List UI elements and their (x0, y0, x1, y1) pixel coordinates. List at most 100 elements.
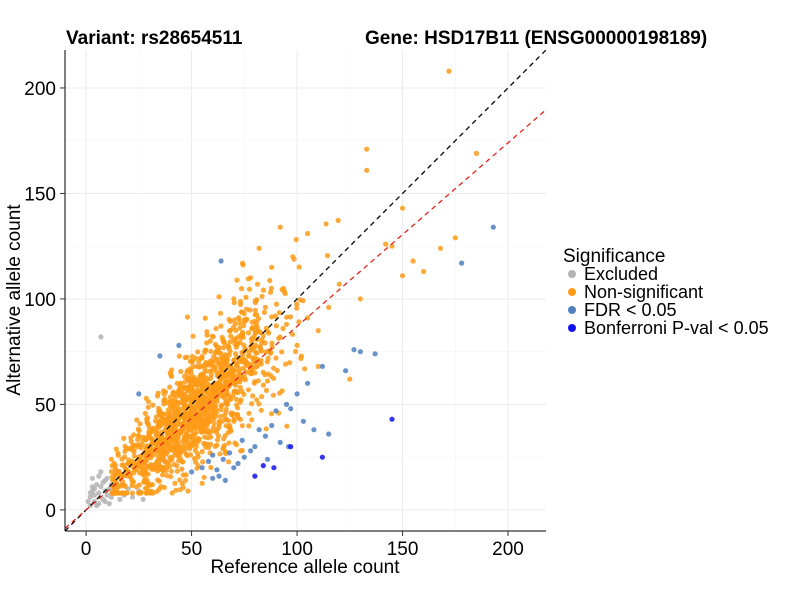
point-non-significant (294, 301, 300, 307)
point-non-significant (270, 392, 276, 398)
point-non-significant (165, 415, 171, 421)
point-non-significant (283, 361, 289, 367)
point-non-significant (178, 380, 184, 386)
point-non-significant (203, 359, 209, 366)
point-non-significant (246, 349, 252, 355)
point-non-significant (241, 323, 247, 329)
point-fdr-0-05 (210, 452, 216, 458)
point-non-significant (199, 371, 205, 377)
point-non-significant (240, 351, 246, 357)
point-non-significant (250, 393, 256, 399)
point-non-significant (143, 458, 150, 464)
point-non-significant (169, 398, 175, 404)
axes (64, 50, 546, 532)
point-fdr-0-05 (256, 427, 262, 433)
point-non-significant (174, 468, 180, 474)
point-non-significant (246, 410, 252, 416)
point-non-significant (182, 403, 188, 409)
point-non-significant (287, 360, 293, 366)
point-non-significant (154, 430, 160, 436)
point-non-significant (239, 388, 245, 394)
point-non-significant (290, 254, 296, 260)
point-fdr-0-05 (269, 422, 275, 429)
point-non-significant (259, 337, 265, 343)
point-bonferroni-p-val-0-05 (260, 463, 266, 469)
point-non-significant (208, 464, 214, 471)
point-excluded (98, 334, 104, 340)
point-non-significant (276, 310, 282, 316)
point-non-significant (364, 167, 370, 173)
point-non-significant (267, 289, 274, 295)
point-non-significant (201, 383, 207, 389)
point-excluded (85, 498, 91, 505)
point-non-significant (249, 319, 255, 325)
point-non-significant (143, 468, 149, 474)
point-non-significant (160, 388, 166, 394)
chart-title-gene: Gene: HSD17B11 (ENSG00000198189) (365, 28, 707, 49)
point-excluded (87, 494, 93, 500)
point-non-significant (185, 397, 191, 403)
point-non-significant (121, 473, 127, 479)
point-fdr-0-05 (300, 418, 306, 424)
point-non-significant (277, 390, 283, 396)
point-non-significant (195, 349, 201, 355)
point-fdr-0-05 (305, 380, 311, 386)
point-non-significant (271, 365, 277, 371)
point-non-significant (232, 321, 238, 327)
point-non-significant (249, 355, 256, 361)
point-non-significant (189, 433, 195, 439)
point-non-significant (253, 364, 259, 370)
point-excluded (89, 484, 95, 490)
point-bonferroni-p-val-0-05 (252, 473, 258, 479)
point-non-significant (195, 401, 201, 408)
point-non-significant (135, 426, 141, 432)
point-non-significant (226, 352, 232, 358)
point-non-significant (252, 298, 258, 304)
point-non-significant (121, 435, 127, 441)
point-non-significant (238, 448, 244, 454)
point-non-significant (157, 464, 163, 470)
legend-key-excluded (568, 270, 576, 278)
point-non-significant (219, 402, 225, 408)
point-non-significant (195, 397, 202, 403)
point-fdr-0-05 (459, 260, 465, 266)
point-non-significant (169, 490, 175, 496)
point-fdr-0-05 (239, 437, 245, 443)
point-non-significant (239, 330, 245, 336)
point-non-significant (243, 361, 249, 367)
x-tick-label: 50 (181, 539, 202, 560)
point-non-significant (159, 416, 165, 422)
reference-lines (64, 49, 547, 532)
point-non-significant (194, 423, 200, 429)
point-non-significant (227, 318, 233, 324)
point-excluded (108, 494, 114, 500)
point-non-significant (239, 260, 246, 266)
point-non-significant (210, 334, 216, 340)
point-non-significant (246, 423, 252, 429)
point-non-significant (198, 429, 204, 435)
point-fdr-0-05 (157, 353, 163, 359)
point-non-significant (252, 370, 258, 376)
point-non-significant (179, 445, 185, 451)
point-fdr-0-05 (176, 342, 182, 348)
point-non-significant (148, 490, 154, 496)
point-non-significant (199, 480, 205, 486)
point-non-significant (126, 446, 133, 452)
point-non-significant (227, 423, 233, 429)
point-non-significant (208, 358, 214, 364)
point-non-significant (134, 417, 140, 423)
point-non-significant (273, 301, 280, 307)
point-non-significant (251, 380, 257, 386)
point-non-significant (179, 466, 185, 472)
point-non-significant (108, 456, 114, 462)
point-non-significant (323, 221, 329, 227)
point-non-significant (254, 324, 260, 330)
point-non-significant (185, 424, 191, 430)
point-non-significant (199, 390, 205, 396)
point-non-significant (262, 340, 268, 346)
point-non-significant (157, 408, 163, 414)
point-non-significant (131, 443, 137, 449)
point-non-significant (215, 348, 221, 354)
point-non-significant (221, 359, 227, 365)
